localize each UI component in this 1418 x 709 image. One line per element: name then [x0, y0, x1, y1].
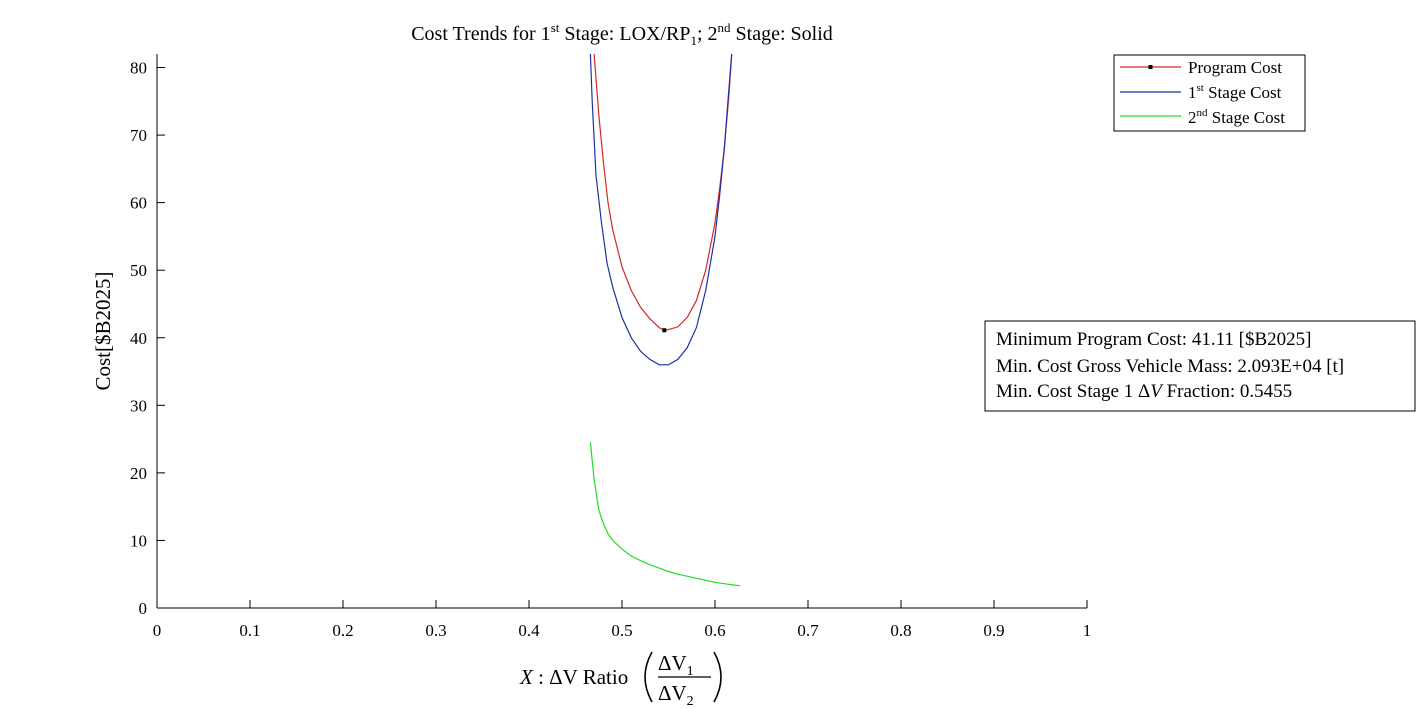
right-paren [713, 651, 722, 703]
y-tick-label: 30 [130, 396, 147, 415]
y-tick-label: 50 [130, 261, 147, 280]
legend: Program Cost 1st Stage Cost 2nd Stage Co… [1113, 54, 1306, 132]
y-tick-label: 70 [130, 126, 147, 145]
x-tick-label: 0.3 [425, 621, 446, 640]
x-tick-label: 0.8 [890, 621, 911, 640]
y-tick-label: 0 [139, 599, 148, 618]
x-axis-frac-den: ΔV2 [658, 681, 694, 709]
x-ticks: 0 0.1 0.2 0.3 0.4 0.5 0.6 0.7 0.8 0.9 1 [153, 600, 1092, 640]
legend-marker-program-cost [1148, 65, 1153, 69]
x-tick-label: 0.9 [983, 621, 1004, 640]
series-line-stage2-cost [589, 442, 741, 587]
x-tick-label: 0.1 [239, 621, 260, 640]
y-tick-label: 20 [130, 464, 147, 483]
x-tick-label: 0.6 [704, 621, 725, 640]
annotation-box [984, 320, 1416, 412]
x-axis-frac-num: ΔV1 [658, 651, 694, 679]
annotation-line-dv-fraction: Min. Cost Stage 1 ΔV Fraction: 0.5455 [996, 381, 1292, 402]
left-paren [644, 651, 653, 703]
y-tick-label: 40 [130, 329, 147, 348]
chart-title: Cost Trends for 1st Stage: LOX/RP1; 2nd … [411, 20, 833, 48]
x-tick-label: 0 [153, 621, 162, 640]
y-tick-label: 80 [130, 59, 147, 78]
x-tick-label: 1 [1083, 621, 1092, 640]
legend-label-stage1-cost: 1st Stage Cost [1188, 82, 1282, 102]
series-line-program-cost [593, 54, 733, 331]
x-tick-label: 0.5 [611, 621, 632, 640]
min-cost-marker [662, 328, 667, 333]
legend-label-program-cost: Program Cost [1188, 58, 1282, 77]
x-tick-label: 0.4 [518, 621, 540, 640]
series-line-stage1-cost [589, 54, 733, 366]
y-ticks: 0 10 20 30 40 50 60 70 80 [130, 59, 165, 618]
y-tick-label: 10 [130, 531, 147, 550]
y-tick-label: 60 [130, 194, 147, 213]
annotation-line-min-cost: Minimum Program Cost: 41.11 [$B2025] [996, 329, 1311, 350]
x-tick-label: 0.2 [332, 621, 353, 640]
x-tick-label: 0.7 [797, 621, 819, 640]
min-cost-annotation: Minimum Program Cost: 41.11 [$B2025] Min… [984, 320, 1416, 412]
annotation-line-gross-mass: Min. Cost Gross Vehicle Mass: 2.093E+04 … [996, 356, 1344, 377]
legend-label-stage2-cost: 2nd Stage Cost [1188, 107, 1285, 127]
x-axis-title: X : ΔV Ratio ΔV1 ΔV2 [519, 651, 722, 709]
x-axis-title-text: X : ΔV Ratio [519, 665, 628, 689]
legend-box [1113, 54, 1306, 132]
y-axis-title: Cost[$B2025] [91, 271, 115, 390]
